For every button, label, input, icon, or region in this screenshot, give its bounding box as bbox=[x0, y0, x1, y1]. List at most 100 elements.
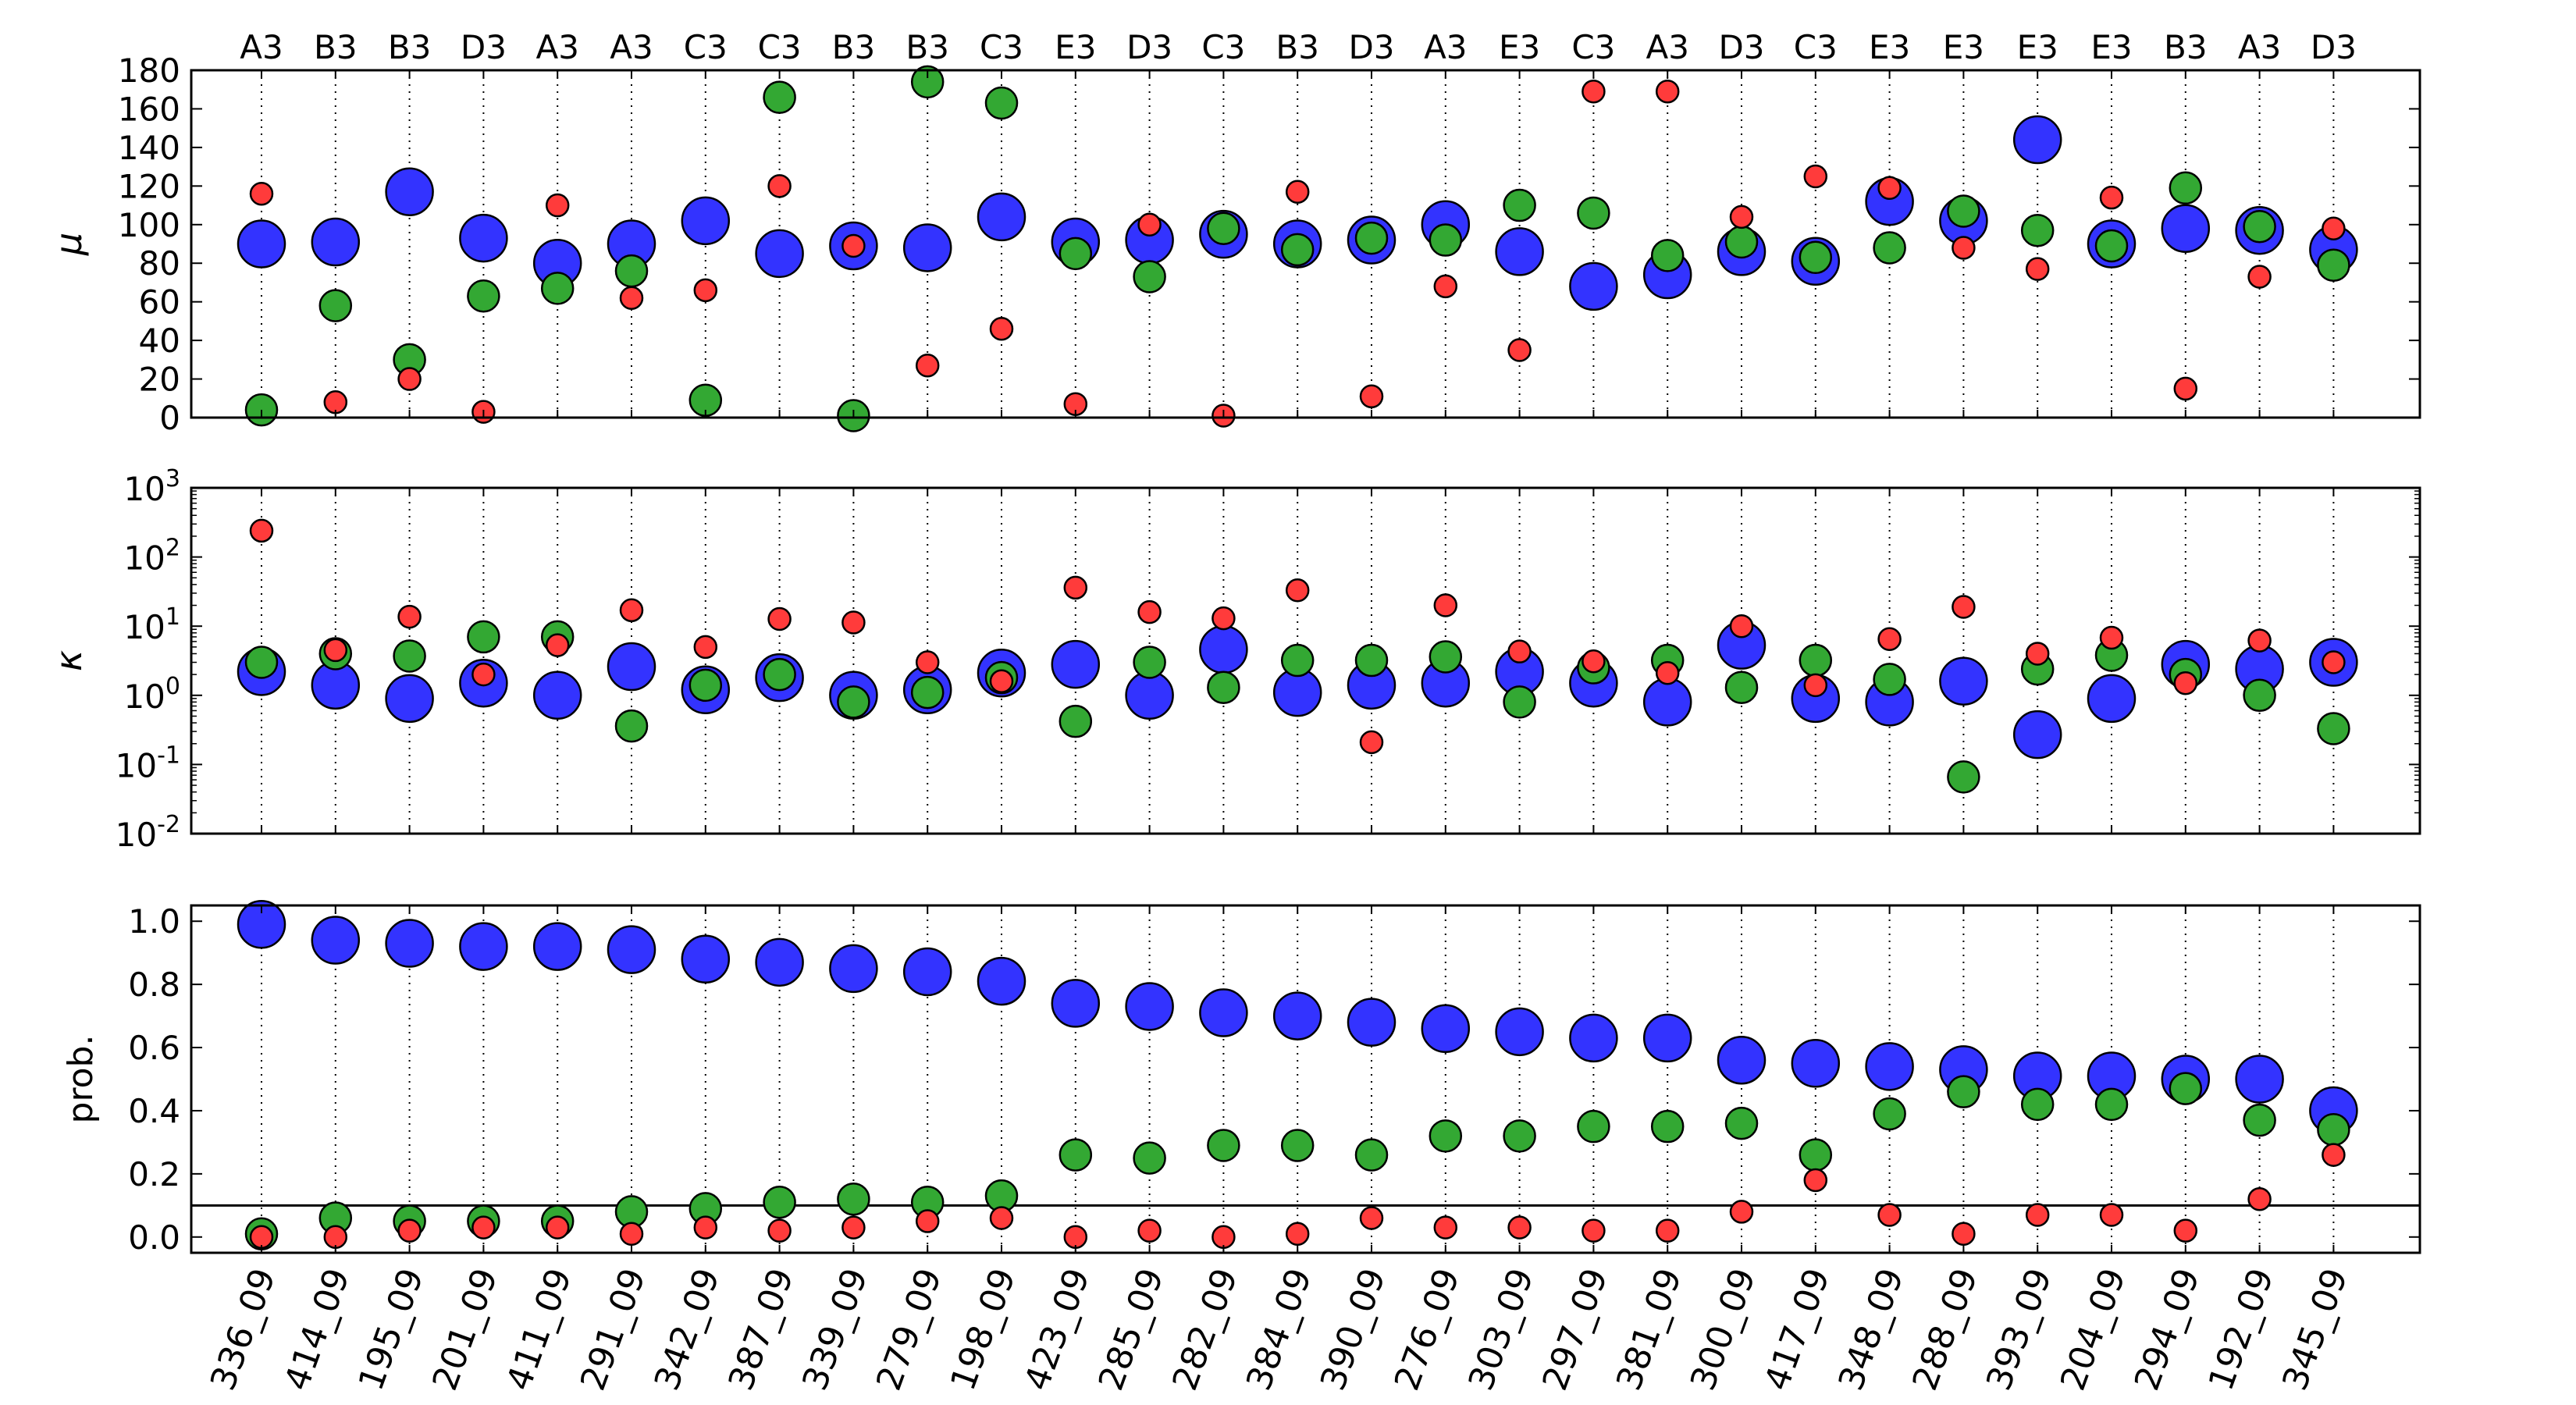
x-tick-label: 195_09 bbox=[351, 1263, 432, 1396]
blue-point bbox=[532, 670, 582, 720]
red-point bbox=[1137, 1218, 1162, 1243]
y-tick-label: 180 bbox=[118, 52, 180, 90]
x-tick-label: 198_09 bbox=[943, 1263, 1023, 1396]
y-axis-label: prob. bbox=[61, 1035, 101, 1124]
red-point bbox=[989, 669, 1014, 693]
bottom-category-labels: 336_09414_09195_09201_09411_09291_09342_… bbox=[203, 1263, 2356, 1396]
red-point bbox=[619, 286, 644, 310]
green-point bbox=[2243, 210, 2276, 244]
x-tick-label: 297_09 bbox=[1535, 1263, 1615, 1396]
top-category-label: C3 bbox=[980, 28, 1023, 66]
green-point bbox=[1059, 1138, 1093, 1172]
red-point bbox=[471, 1215, 496, 1240]
red-point bbox=[693, 1215, 718, 1240]
red-point bbox=[2025, 642, 2050, 666]
top-category-label: B3 bbox=[314, 28, 358, 66]
x-tick-label: 336_09 bbox=[203, 1263, 283, 1396]
blue-point bbox=[385, 919, 434, 968]
top-category-label: C3 bbox=[758, 28, 802, 66]
green-point bbox=[1947, 760, 1980, 794]
top-category-label: C3 bbox=[684, 28, 728, 66]
top-category-label: C3 bbox=[1794, 28, 1838, 66]
y-tick-label: 0.0 bbox=[128, 1218, 180, 1257]
blue-point bbox=[459, 213, 508, 263]
green-point bbox=[1799, 240, 1833, 275]
green-point bbox=[984, 86, 1019, 120]
red-point bbox=[2099, 185, 2124, 210]
green-point bbox=[1873, 663, 1906, 696]
green-point bbox=[540, 272, 575, 305]
x-tick-label: 276_09 bbox=[1387, 1263, 1468, 1396]
blue-point bbox=[902, 947, 952, 997]
green-point bbox=[2243, 1103, 2276, 1137]
x-tick-label: 411_09 bbox=[499, 1263, 579, 1396]
top-category-label: D3 bbox=[2311, 28, 2357, 66]
green-point bbox=[1724, 670, 1759, 704]
red-point bbox=[767, 1218, 792, 1243]
red-point bbox=[767, 174, 792, 198]
blue-point bbox=[1495, 1007, 1544, 1057]
red-point bbox=[397, 604, 422, 629]
y-tick-label: 20 bbox=[139, 361, 180, 399]
green-point bbox=[1133, 646, 1166, 679]
y-tick-label: 10-2 bbox=[116, 811, 180, 854]
blue-point bbox=[459, 922, 508, 971]
y-tick-label: 1.0 bbox=[128, 902, 180, 941]
blue-point bbox=[1421, 1004, 1471, 1054]
x-tick-label: 192_09 bbox=[2201, 1263, 2282, 1396]
red-point bbox=[1655, 79, 1680, 104]
y-tick-label: 0.2 bbox=[128, 1155, 180, 1193]
green-point bbox=[1354, 221, 1389, 255]
y-tick-label: 0.6 bbox=[128, 1029, 180, 1067]
red-point bbox=[1359, 1206, 1384, 1230]
blue-point bbox=[237, 219, 286, 269]
top-category-label: E3 bbox=[1499, 28, 1540, 66]
x-tick-label: 414_09 bbox=[277, 1263, 358, 1396]
top-category-label: B3 bbox=[906, 28, 949, 66]
red-point bbox=[249, 181, 274, 206]
red-point bbox=[1137, 599, 1162, 624]
y-tick-label: 100 bbox=[118, 206, 180, 244]
red-point bbox=[545, 633, 570, 657]
green-point bbox=[1354, 643, 1389, 678]
red-point bbox=[693, 278, 718, 303]
red-point bbox=[693, 635, 718, 660]
x-tick-label: 294_09 bbox=[2127, 1263, 2208, 1396]
y-tick-label: 160 bbox=[118, 90, 180, 128]
red-point bbox=[545, 193, 570, 218]
green-point bbox=[393, 639, 426, 673]
red-point bbox=[1655, 661, 1680, 685]
x-tick-label: 285_09 bbox=[1091, 1263, 1172, 1396]
red-point bbox=[397, 1218, 422, 1243]
top-category-label: B3 bbox=[1276, 28, 1319, 66]
green-point bbox=[2020, 1087, 2055, 1122]
blue-point bbox=[1125, 670, 1174, 720]
x-tick-label: 279_09 bbox=[869, 1263, 949, 1396]
red-point bbox=[2173, 376, 2198, 401]
green-point bbox=[1280, 643, 1315, 678]
top-category-label: E3 bbox=[1869, 28, 1910, 66]
y-tick-label: 40 bbox=[139, 322, 180, 360]
green-point bbox=[1873, 1097, 1906, 1131]
y-tick-label: 140 bbox=[118, 129, 180, 167]
red-point bbox=[1137, 212, 1162, 237]
blue-point bbox=[607, 925, 656, 974]
blue-point bbox=[755, 229, 804, 279]
blue-point bbox=[1717, 1035, 1767, 1085]
top-category-label: A3 bbox=[1424, 28, 1467, 66]
green-point bbox=[837, 685, 870, 719]
blue-point bbox=[2012, 115, 2062, 165]
red-point bbox=[1507, 639, 1532, 663]
red-point bbox=[1582, 1218, 1606, 1243]
top-category-label: A3 bbox=[1646, 28, 1688, 66]
blue-point bbox=[902, 223, 952, 272]
green-point bbox=[1207, 1129, 1240, 1162]
top-category-label: D3 bbox=[1348, 28, 1394, 66]
red-point bbox=[249, 1225, 274, 1250]
red-point bbox=[323, 638, 348, 663]
green-point bbox=[1133, 1141, 1166, 1175]
red-point bbox=[1285, 578, 1310, 603]
red-point bbox=[1433, 274, 1458, 299]
green-point bbox=[2169, 171, 2203, 205]
